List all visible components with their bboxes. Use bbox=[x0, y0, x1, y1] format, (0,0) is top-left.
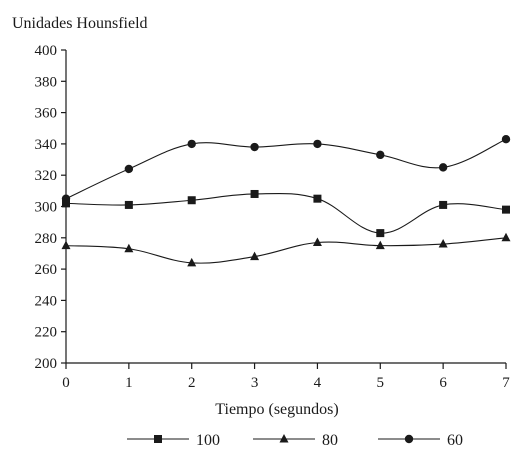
data-point-80 bbox=[61, 240, 71, 250]
data-point-100 bbox=[313, 194, 322, 203]
data-point-100 bbox=[62, 199, 70, 208]
series-line-60 bbox=[65, 138, 507, 200]
x-tick-label: 1 bbox=[125, 375, 133, 391]
data-point-100 bbox=[187, 196, 196, 205]
y-tick-label: 320 bbox=[35, 168, 58, 184]
y-tick-label: 300 bbox=[35, 200, 58, 216]
y-tick-label: 220 bbox=[35, 325, 58, 341]
data-point-80 bbox=[124, 243, 134, 253]
y-tick-label: 240 bbox=[35, 293, 58, 309]
data-point-100 bbox=[439, 200, 448, 209]
data-point-80 bbox=[375, 240, 385, 250]
legend-label: 100 bbox=[196, 432, 220, 449]
y-tick-label: 360 bbox=[35, 106, 58, 122]
data-point-60 bbox=[124, 164, 134, 174]
x-tick-label: 2 bbox=[188, 375, 196, 391]
data-point-60 bbox=[187, 139, 196, 149]
data-point-60 bbox=[250, 142, 259, 152]
x-tick-label: 4 bbox=[314, 375, 322, 391]
data-point-80 bbox=[250, 251, 260, 261]
y-tick-label: 280 bbox=[35, 231, 58, 247]
series-line-80 bbox=[65, 237, 507, 264]
legend-label: 80 bbox=[322, 432, 338, 449]
y-tick-label: 260 bbox=[35, 262, 58, 278]
legend-marker-square bbox=[154, 435, 162, 443]
x-tick-label: 5 bbox=[377, 375, 385, 391]
x-axis-title: Tiempo (segundos) bbox=[215, 401, 338, 418]
data-point-80 bbox=[312, 237, 322, 246]
legend-marker-circle bbox=[404, 434, 414, 444]
data-point-60 bbox=[501, 135, 511, 144]
data-point-60 bbox=[376, 150, 385, 160]
y-tick-label: 200 bbox=[35, 356, 58, 372]
data-point-80 bbox=[501, 232, 511, 242]
legend-item-60: 60 bbox=[378, 432, 463, 449]
legend-item-80: 80 bbox=[253, 432, 338, 449]
x-tick-label: 6 bbox=[439, 375, 447, 391]
data-point-80 bbox=[438, 239, 448, 248]
data-point-80 bbox=[187, 257, 197, 267]
data-point-60 bbox=[61, 194, 71, 203]
data-point-60 bbox=[313, 139, 322, 149]
y-tick-label: 380 bbox=[35, 74, 58, 90]
legend-item-100: 100 bbox=[127, 432, 220, 449]
series-line-100 bbox=[65, 192, 507, 234]
data-point-100 bbox=[376, 229, 385, 238]
y-tick-label: 400 bbox=[35, 43, 58, 59]
x-tick-label: 7 bbox=[502, 375, 510, 391]
data-point-100 bbox=[250, 189, 259, 198]
legend-label: 60 bbox=[447, 432, 463, 449]
x-tick-label: 3 bbox=[251, 375, 259, 391]
data-point-100 bbox=[124, 200, 133, 209]
data-point-100 bbox=[502, 205, 510, 214]
data-point-60 bbox=[438, 163, 448, 172]
y-tick-label: 340 bbox=[35, 137, 58, 153]
legend-marker-triangle bbox=[279, 434, 289, 443]
y-axis-title: Unidades Hounsfield bbox=[12, 15, 148, 32]
legend: 100 80 60 bbox=[127, 432, 463, 449]
x-tick-label: 0 bbox=[62, 375, 70, 391]
plot-area: 200 220 240 260 280 300 320 340 360 380 400 0 1 2 3 4 5 6… bbox=[35, 43, 511, 391]
